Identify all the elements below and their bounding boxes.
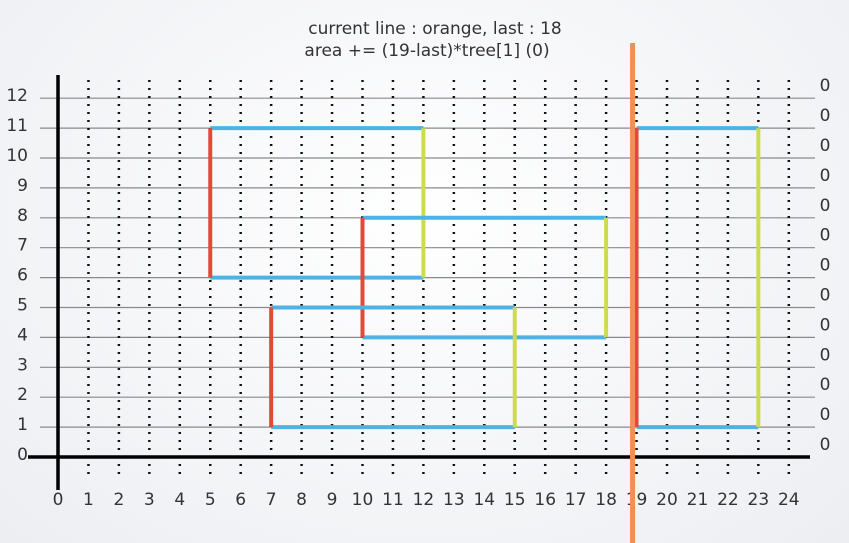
- tree-value: 0: [820, 375, 831, 395]
- x-label: 2: [113, 490, 124, 510]
- x-label: 23: [748, 490, 770, 510]
- x-label: 4: [174, 490, 185, 510]
- x-label: 15: [504, 490, 526, 510]
- tree-value: 0: [820, 435, 831, 455]
- x-label: 3: [144, 490, 155, 510]
- tree-value: 0: [820, 136, 831, 156]
- y-label: 4: [17, 325, 28, 345]
- x-label: 20: [656, 490, 678, 510]
- tree-value: 0: [820, 76, 831, 96]
- y-label: 3: [17, 355, 28, 375]
- tree-value: 0: [820, 345, 831, 365]
- x-label: 14: [473, 490, 495, 510]
- tree-value: 0: [820, 405, 831, 425]
- tree-value: 0: [820, 196, 831, 216]
- y-label: 7: [17, 236, 28, 256]
- y-label: 0: [17, 445, 28, 465]
- tree-value: 0: [820, 226, 831, 246]
- x-label: 7: [266, 490, 277, 510]
- title-line: current line : orange, last : 18: [308, 19, 561, 39]
- x-label: 18: [595, 490, 617, 510]
- y-label: 2: [17, 385, 28, 405]
- tree-value: 0: [820, 256, 831, 276]
- x-label: 9: [327, 490, 338, 510]
- x-label: 13: [443, 490, 465, 510]
- x-label: 6: [235, 490, 246, 510]
- x-label: 19: [626, 490, 648, 510]
- tree-value: 0: [820, 315, 831, 335]
- tree-value: 0: [820, 106, 831, 126]
- x-label: 22: [717, 490, 739, 510]
- x-label: 8: [296, 490, 307, 510]
- x-label: 1: [83, 490, 94, 510]
- x-label: 10: [352, 490, 374, 510]
- tree-value: 0: [820, 166, 831, 186]
- x-label: 16: [534, 490, 556, 510]
- y-label: 5: [17, 296, 28, 316]
- x-label: 12: [413, 490, 435, 510]
- x-label: 5: [205, 490, 216, 510]
- y-label: 1: [17, 415, 28, 435]
- x-label: 21: [687, 490, 709, 510]
- y-label: 11: [6, 116, 28, 136]
- title-line: area += (19-last)*tree[1] (0): [304, 41, 549, 61]
- y-label: 9: [17, 176, 28, 196]
- x-label: 11: [382, 490, 404, 510]
- x-label: 0: [53, 490, 64, 510]
- y-label: 8: [17, 206, 28, 226]
- y-label: 12: [6, 86, 28, 106]
- tree-value: 0: [820, 286, 831, 306]
- x-label: 17: [565, 490, 587, 510]
- x-label: 24: [778, 490, 800, 510]
- y-label: 6: [17, 266, 28, 286]
- y-label: 10: [6, 146, 28, 166]
